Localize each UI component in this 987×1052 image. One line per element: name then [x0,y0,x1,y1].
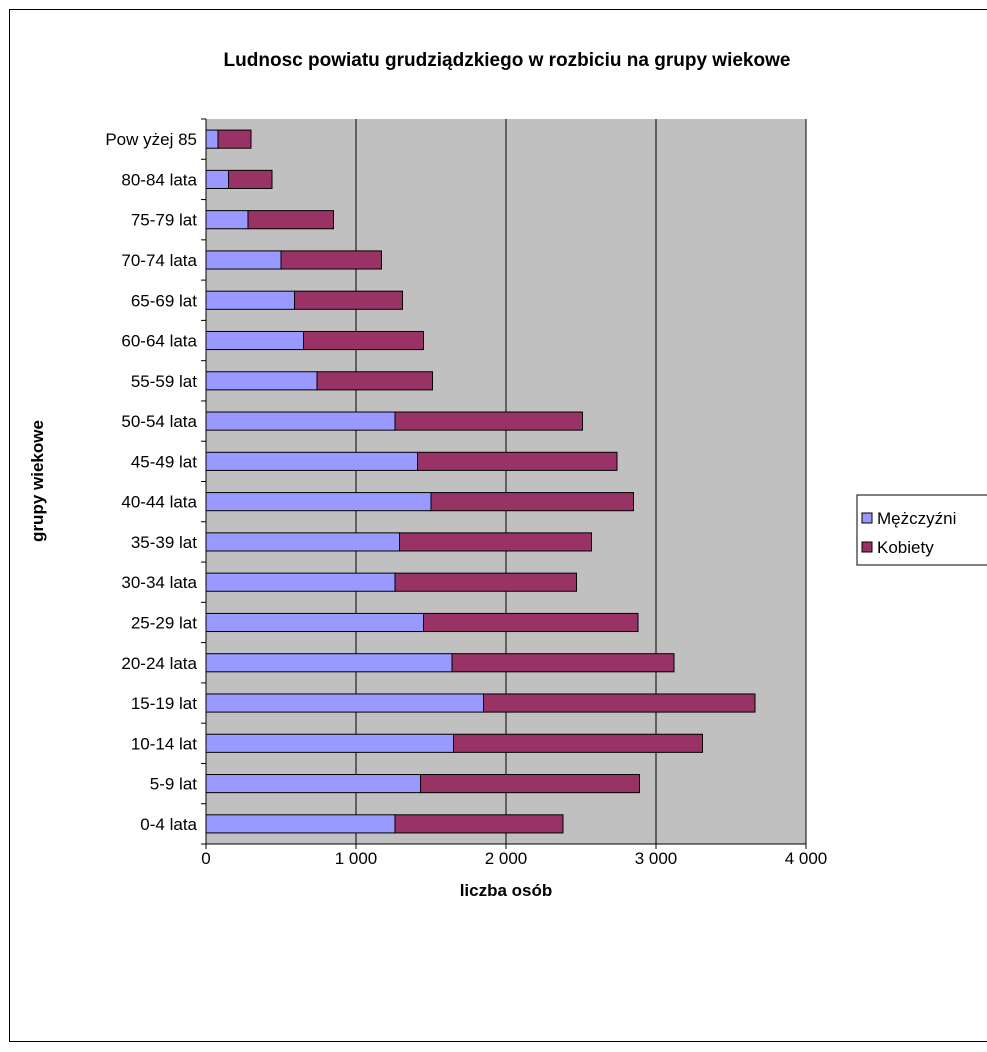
legend-label-women: Kobiety [877,538,934,557]
x-tick-label: 2 000 [485,849,528,868]
bar-men [205,451,418,471]
gridlines [355,119,807,844]
bar-women [430,492,634,512]
legend-label-men: Mężczyźni [877,509,956,528]
y-tick-label: 70-74 lata [121,251,197,270]
x-tick-label: 1 000 [335,849,378,868]
bar-men [205,330,304,351]
y-tick-label: 75-79 lat [131,211,197,230]
bar-women [228,169,273,189]
bar-men [205,250,282,270]
y-tick-label: 15-19 lat [131,694,197,713]
y-tick-label: 50-54 lata [121,412,197,431]
bar-men [205,129,219,149]
y-tick-label: 40-44 lata [121,493,197,512]
bar-men [205,532,400,552]
legend: Mężczyźni Kobiety [856,494,987,566]
bar-men [205,612,424,633]
bar-women [394,572,577,592]
y-tick-label: 20-24 lata [121,654,197,673]
bar-men [205,371,318,391]
bar-men [205,169,229,189]
bar-men [205,653,453,673]
bar-men [205,774,421,794]
y-tick-label: 55-59 lat [131,372,197,391]
bar-men [205,492,432,512]
bar-men [205,733,454,753]
bar-women [247,210,334,230]
bar-women [303,330,424,351]
bar-women [423,612,639,633]
x-tick-label: 3 000 [635,849,678,868]
bars [205,129,756,834]
y-tick-labels: 0-4 lata 5-9 lat 10-14 lat 15-19 lat 20-24 l… [105,130,197,834]
bar-men [205,572,396,592]
bar-women [453,733,703,753]
bar-women [451,653,675,673]
legend-swatch-men [861,512,873,524]
bar-men [205,814,396,834]
chart-frame: Ludnosc powiatu grudziądzkiego w rozbici… [9,9,987,1042]
axes [201,118,807,849]
x-tick-label: 0 [201,849,210,868]
chart: Ludnosc powiatu grudziądzkiego w rozbici… [28,50,987,900]
y-tick-label: 65-69 lat [131,291,197,310]
y-tick-label: Pow yżej 85 [105,130,197,149]
bar-women [417,451,618,471]
bar-women [399,532,592,552]
chart-title: Ludnosc powiatu grudziądzkiego w rozbici… [224,50,791,71]
y-tick-label: 0-4 lata [140,815,197,834]
y-tick-label: 25-29 lat [131,613,197,632]
y-tick-label: 60-64 lata [121,332,197,351]
bar-women [280,250,382,270]
y-tick-label: 30-34 lata [121,573,197,592]
y-axis-title: grupy wiekowe [28,420,47,542]
bar-men [205,290,295,310]
x-tick-labels: 0 1 000 2 000 3 000 4 000 [201,849,827,868]
y-tick-label: 80-84 lata [121,170,197,189]
bar-men [205,411,396,431]
legend-box [856,494,987,566]
y-tick-label: 5-9 lat [150,775,198,794]
legend-swatch-women [861,541,873,553]
bar-women [394,411,583,431]
x-tick-label: 4 000 [785,849,828,868]
bar-women [483,693,756,713]
bar-women [420,774,640,794]
y-tick-label: 10-14 lat [131,734,197,753]
y-tick-label: 45-49 lat [131,452,197,471]
bar-men [205,693,484,713]
bar-men [205,210,249,230]
bar-women [294,290,403,310]
bar-women [316,371,433,391]
bar-women [217,129,252,149]
x-axis-title: liczba osób [460,881,553,900]
y-tick-label: 35-39 lat [131,533,197,552]
bar-women [394,814,564,834]
